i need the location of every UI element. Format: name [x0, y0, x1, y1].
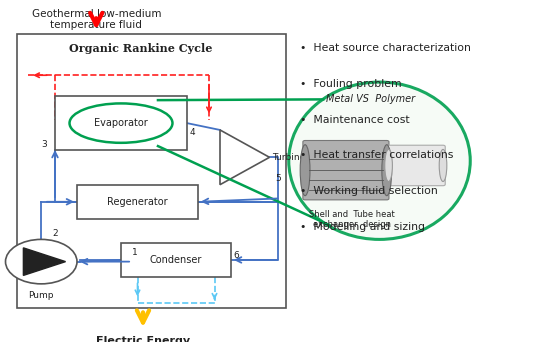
Text: 3: 3: [41, 140, 47, 149]
Text: 6: 6: [234, 251, 239, 260]
Text: Shell and  Tube heat
exchanger  design: Shell and Tube heat exchanger design: [310, 210, 395, 229]
FancyBboxPatch shape: [303, 141, 389, 200]
Text: Turbine: Turbine: [272, 153, 305, 162]
Text: •  Heat source characterization: • Heat source characterization: [300, 43, 471, 53]
Text: •  Heat transfer correlations: • Heat transfer correlations: [300, 150, 453, 160]
Bar: [77, 185, 198, 219]
Ellipse shape: [300, 145, 310, 196]
Text: Evaporator: Evaporator: [94, 118, 148, 128]
Text: •  Modelling and sizing: • Modelling and sizing: [300, 222, 425, 232]
Polygon shape: [220, 130, 270, 185]
Text: 2: 2: [52, 229, 58, 238]
Text: Organic Rankine Cycle: Organic Rankine Cycle: [69, 43, 212, 54]
Bar: [55, 96, 187, 150]
Ellipse shape: [382, 145, 392, 196]
Text: Geothermal low-medium
temperature fluid: Geothermal low-medium temperature fluid: [31, 9, 161, 30]
Bar: [16, 34, 286, 308]
Polygon shape: [23, 248, 65, 275]
Text: 5: 5: [275, 174, 280, 183]
Ellipse shape: [385, 149, 392, 182]
Ellipse shape: [289, 82, 470, 239]
Text: Pump: Pump: [29, 291, 54, 300]
Text: Regenerator: Regenerator: [107, 197, 168, 207]
FancyBboxPatch shape: [386, 145, 445, 186]
Text: Metal VS  Polymer: Metal VS Polymer: [326, 94, 415, 104]
Text: •  Fouling problem: • Fouling problem: [300, 79, 402, 89]
Circle shape: [6, 239, 77, 284]
Bar: [121, 243, 231, 277]
Text: Condenser: Condenser: [150, 255, 202, 265]
Text: 1: 1: [132, 248, 138, 257]
Ellipse shape: [439, 149, 447, 182]
Text: •  Maintenance cost: • Maintenance cost: [300, 115, 409, 124]
Text: Electric Energy: Electric Energy: [96, 336, 190, 342]
Text: •  Working fluid selection: • Working fluid selection: [300, 186, 437, 196]
Text: 4: 4: [190, 128, 195, 137]
